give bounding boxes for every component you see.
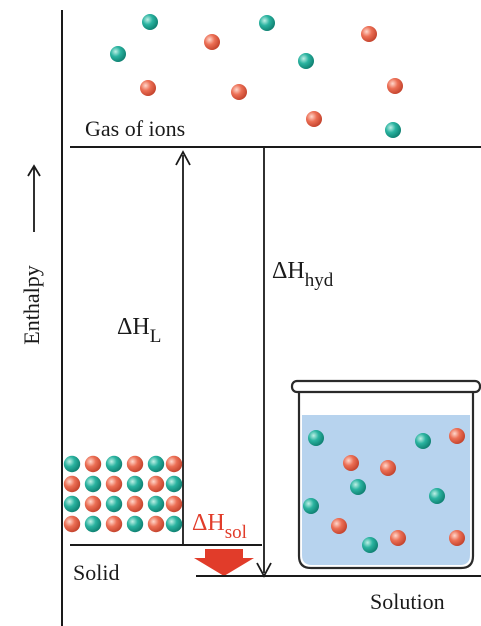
cation-ion bbox=[147, 455, 165, 473]
beaker-outline bbox=[297, 392, 475, 570]
cation-ion bbox=[110, 46, 126, 62]
anion-ion bbox=[165, 455, 183, 473]
cation-ion bbox=[63, 455, 81, 473]
anion-ion bbox=[343, 455, 359, 471]
anion-ion bbox=[380, 460, 396, 476]
anion-ion bbox=[140, 80, 156, 96]
beaker-water bbox=[302, 415, 470, 565]
cation-ion bbox=[142, 14, 158, 30]
lattice-arrowhead bbox=[175, 150, 191, 166]
hydration-subscript: hyd bbox=[305, 270, 334, 291]
anion-ion bbox=[331, 518, 347, 534]
anion-ion bbox=[105, 475, 123, 493]
cation-ion bbox=[415, 433, 431, 449]
cation-ion bbox=[165, 515, 183, 533]
cation-ion bbox=[84, 515, 102, 533]
solution-enthalpy-arrow bbox=[194, 549, 254, 576]
anion-ion bbox=[105, 515, 123, 533]
solution-subscript: sol bbox=[225, 522, 247, 543]
cation-ion bbox=[165, 475, 183, 493]
solution-symbol: ΔH bbox=[192, 510, 225, 536]
hydration-enthalpy-label: ΔHhyd bbox=[272, 258, 334, 291]
enthalpy-label: Enthalpy bbox=[19, 265, 44, 344]
anion-ion bbox=[126, 495, 144, 513]
anion-ion bbox=[63, 515, 81, 533]
anion-ion bbox=[390, 530, 406, 546]
anion-ion bbox=[126, 455, 144, 473]
enthalpy-axis-label: Enthalpy bbox=[19, 164, 44, 345]
anion-ion bbox=[361, 26, 377, 42]
lattice-symbol: ΔH bbox=[117, 314, 150, 340]
solution-enthalpy-label: ΔHsol bbox=[192, 510, 247, 543]
cation-ion bbox=[105, 455, 123, 473]
cation-ion bbox=[126, 515, 144, 533]
beaker bbox=[290, 379, 481, 570]
lattice-enthalpy-label: ΔHL bbox=[117, 314, 161, 347]
cation-ion bbox=[429, 488, 445, 504]
cation-ion bbox=[84, 475, 102, 493]
cation-ion bbox=[63, 495, 81, 513]
anion-ion bbox=[147, 475, 165, 493]
enthalpy-arrowhead bbox=[27, 164, 41, 177]
cation-ion bbox=[105, 495, 123, 513]
cation-ion bbox=[126, 475, 144, 493]
cation-ion bbox=[147, 495, 165, 513]
anion-ion bbox=[306, 111, 322, 127]
anion-ion bbox=[204, 34, 220, 50]
cation-ion bbox=[362, 537, 378, 553]
gas-label: Gas of ions bbox=[85, 116, 185, 141]
anion-ion bbox=[63, 475, 81, 493]
solid-lattice bbox=[63, 455, 183, 533]
anion-ion bbox=[84, 495, 102, 513]
anion-ion bbox=[147, 515, 165, 533]
anion-ion bbox=[165, 495, 183, 513]
gas-ions bbox=[110, 14, 403, 138]
cation-ion bbox=[350, 479, 366, 495]
solid-label: Solid bbox=[73, 560, 119, 585]
anion-ion bbox=[449, 530, 465, 546]
anion-ion bbox=[84, 455, 102, 473]
cation-ion bbox=[308, 430, 324, 446]
beaker-rim bbox=[290, 379, 481, 394]
anion-ion bbox=[387, 78, 403, 94]
cation-ion bbox=[303, 498, 319, 514]
cation-ion bbox=[385, 122, 401, 138]
anion-ion bbox=[449, 428, 465, 444]
cation-ion bbox=[298, 53, 314, 69]
solution-label: Solution bbox=[370, 589, 445, 614]
cation-ion bbox=[259, 15, 275, 31]
hydration-symbol: ΔH bbox=[272, 258, 305, 284]
lattice-subscript: L bbox=[150, 326, 162, 347]
anion-ion bbox=[231, 84, 247, 100]
